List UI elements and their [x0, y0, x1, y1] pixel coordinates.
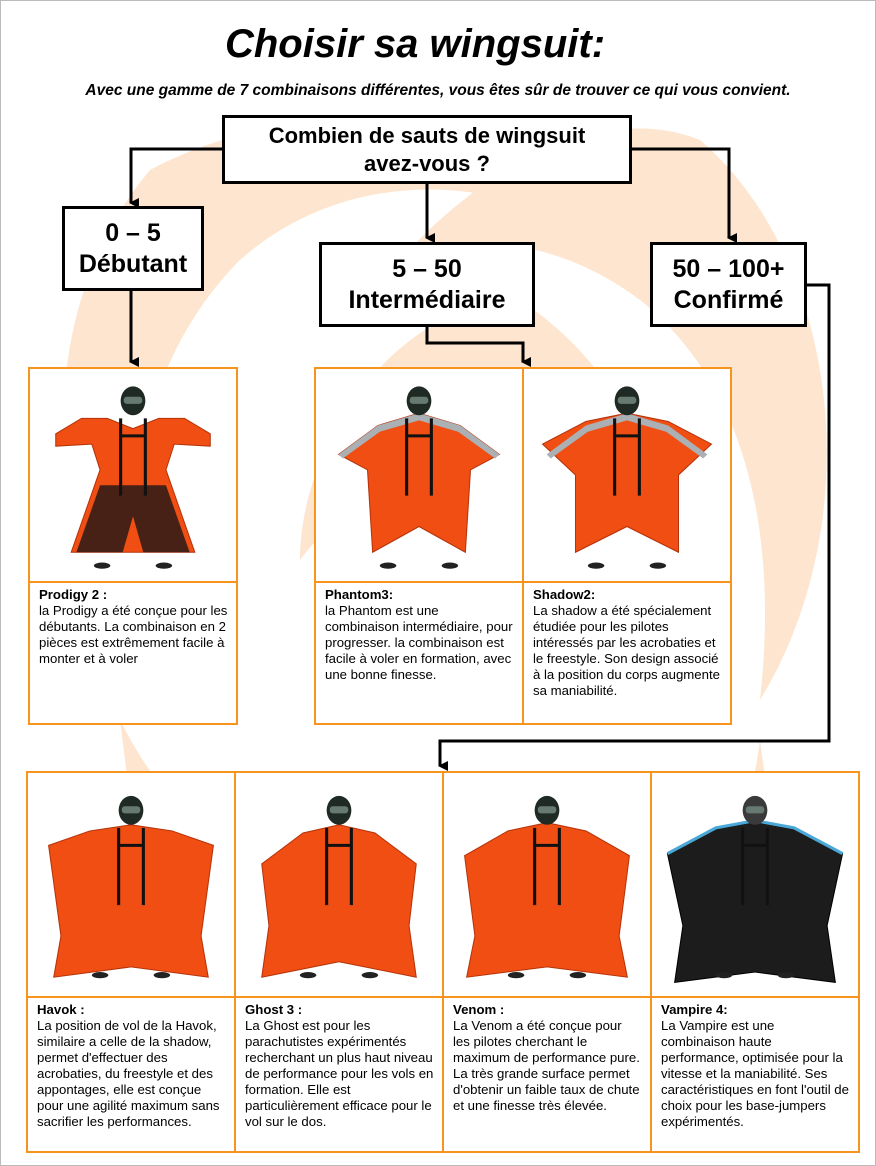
helmet-visor [124, 397, 143, 404]
level-label: Débutant [79, 249, 187, 280]
suit-name: Venom : [453, 1002, 642, 1018]
suit-description: La Vampire est une combinaison haute per… [661, 1018, 849, 1129]
suit-card-shadow: Shadow2: La shadow a été spécialement ét… [522, 367, 732, 725]
wingsuit-figure [236, 773, 442, 996]
wingsuit-body [56, 418, 211, 552]
foot [154, 972, 170, 978]
wingsuit-figure [30, 369, 236, 581]
wingsuit-body [49, 825, 214, 977]
foot [380, 563, 396, 569]
foot [716, 972, 732, 978]
suit-description: La position de vol de la Havok, similair… [37, 1018, 220, 1129]
level-label: Confirmé [674, 285, 784, 316]
suit-card-phantom: Phantom3: la Phantom est une combinaison… [314, 367, 524, 725]
suit-description: La Ghost est pour les parachutistes expé… [245, 1018, 433, 1129]
question-box: Combien de sauts de wingsuit avez-vous ? [222, 115, 632, 184]
wingsuit-body [262, 825, 417, 977]
suit-name: Phantom3: [325, 587, 514, 603]
level-box-intermediaire: 5 – 50 Intermédiaire [319, 242, 535, 327]
suit-name: Shadow2: [533, 587, 722, 603]
arrow-to-debutant [131, 149, 222, 203]
helmet-visor [746, 806, 765, 813]
level-range: 5 – 50 [392, 254, 462, 285]
foot [156, 563, 172, 569]
foot [442, 563, 458, 569]
arrow-to-phantom-shadow [427, 327, 523, 362]
suit-image-shadow [524, 369, 730, 581]
wingsuit-body [543, 413, 712, 552]
wingsuit-figure [316, 369, 522, 581]
suit-description: la Prodigy a été conçue pour les débutan… [39, 603, 227, 666]
wingsuit-figure [524, 369, 730, 581]
foot [778, 972, 794, 978]
level-range: 0 – 5 [105, 218, 161, 249]
suit-card-vampire: Vampire 4: La Vampire est une combinaiso… [650, 771, 860, 1153]
suit-description: La Venom a été conçue pour les pilotes c… [453, 1018, 640, 1113]
foot [570, 972, 586, 978]
suit-card-havok: Havok : La position de vol de la Havok, … [26, 771, 236, 1153]
suit-card-prodigy: Prodigy 2 : la Prodigy a été conçue pour… [28, 367, 238, 725]
helmet-visor [122, 806, 141, 813]
suit-name: Prodigy 2 : [39, 587, 228, 603]
question-line-2: avez-vous ? [364, 150, 490, 178]
suit-image-prodigy [30, 369, 236, 581]
question-line-1: Combien de sauts de wingsuit [269, 122, 586, 150]
helmet-visor [538, 806, 557, 813]
suit-image-venom [444, 773, 650, 996]
helmet-visor [410, 397, 429, 404]
suit-image-havok [28, 773, 234, 996]
suit-image-vampire [652, 773, 858, 996]
level-box-debutant: 0 – 5 Débutant [62, 206, 204, 291]
wingsuit-figure [444, 773, 650, 996]
level-label: Intermédiaire [348, 285, 505, 316]
helmet-visor [330, 806, 349, 813]
foot [94, 563, 110, 569]
wingsuit-body [339, 413, 500, 552]
foot [92, 972, 108, 978]
suit-name: Havok : [37, 1002, 226, 1018]
suit-description: La shadow a été spécialement étudiée pou… [533, 603, 720, 698]
wingsuit-figure [652, 773, 858, 996]
suit-card-venom: Venom : La Venom a été conçue pour les p… [442, 771, 652, 1153]
suit-card-ghost: Ghost 3 : La Ghost est pour les parachut… [234, 771, 444, 1153]
foot [508, 972, 524, 978]
foot [300, 972, 316, 978]
level-range: 50 – 100+ [673, 254, 785, 285]
suit-description: la Phantom est une combinaison intermédi… [325, 603, 513, 682]
suit-image-ghost [236, 773, 442, 996]
wingsuit-figure [28, 773, 234, 996]
arrow-to-confirme [632, 149, 729, 238]
level-box-confirme: 50 – 100+ Confirmé [650, 242, 807, 327]
suit-name: Ghost 3 : [245, 1002, 434, 1018]
foot [650, 563, 666, 569]
suit-name: Vampire 4: [661, 1002, 850, 1018]
foot [588, 563, 604, 569]
suit-image-phantom [316, 369, 522, 581]
helmet-visor [618, 397, 637, 404]
foot [362, 972, 378, 978]
